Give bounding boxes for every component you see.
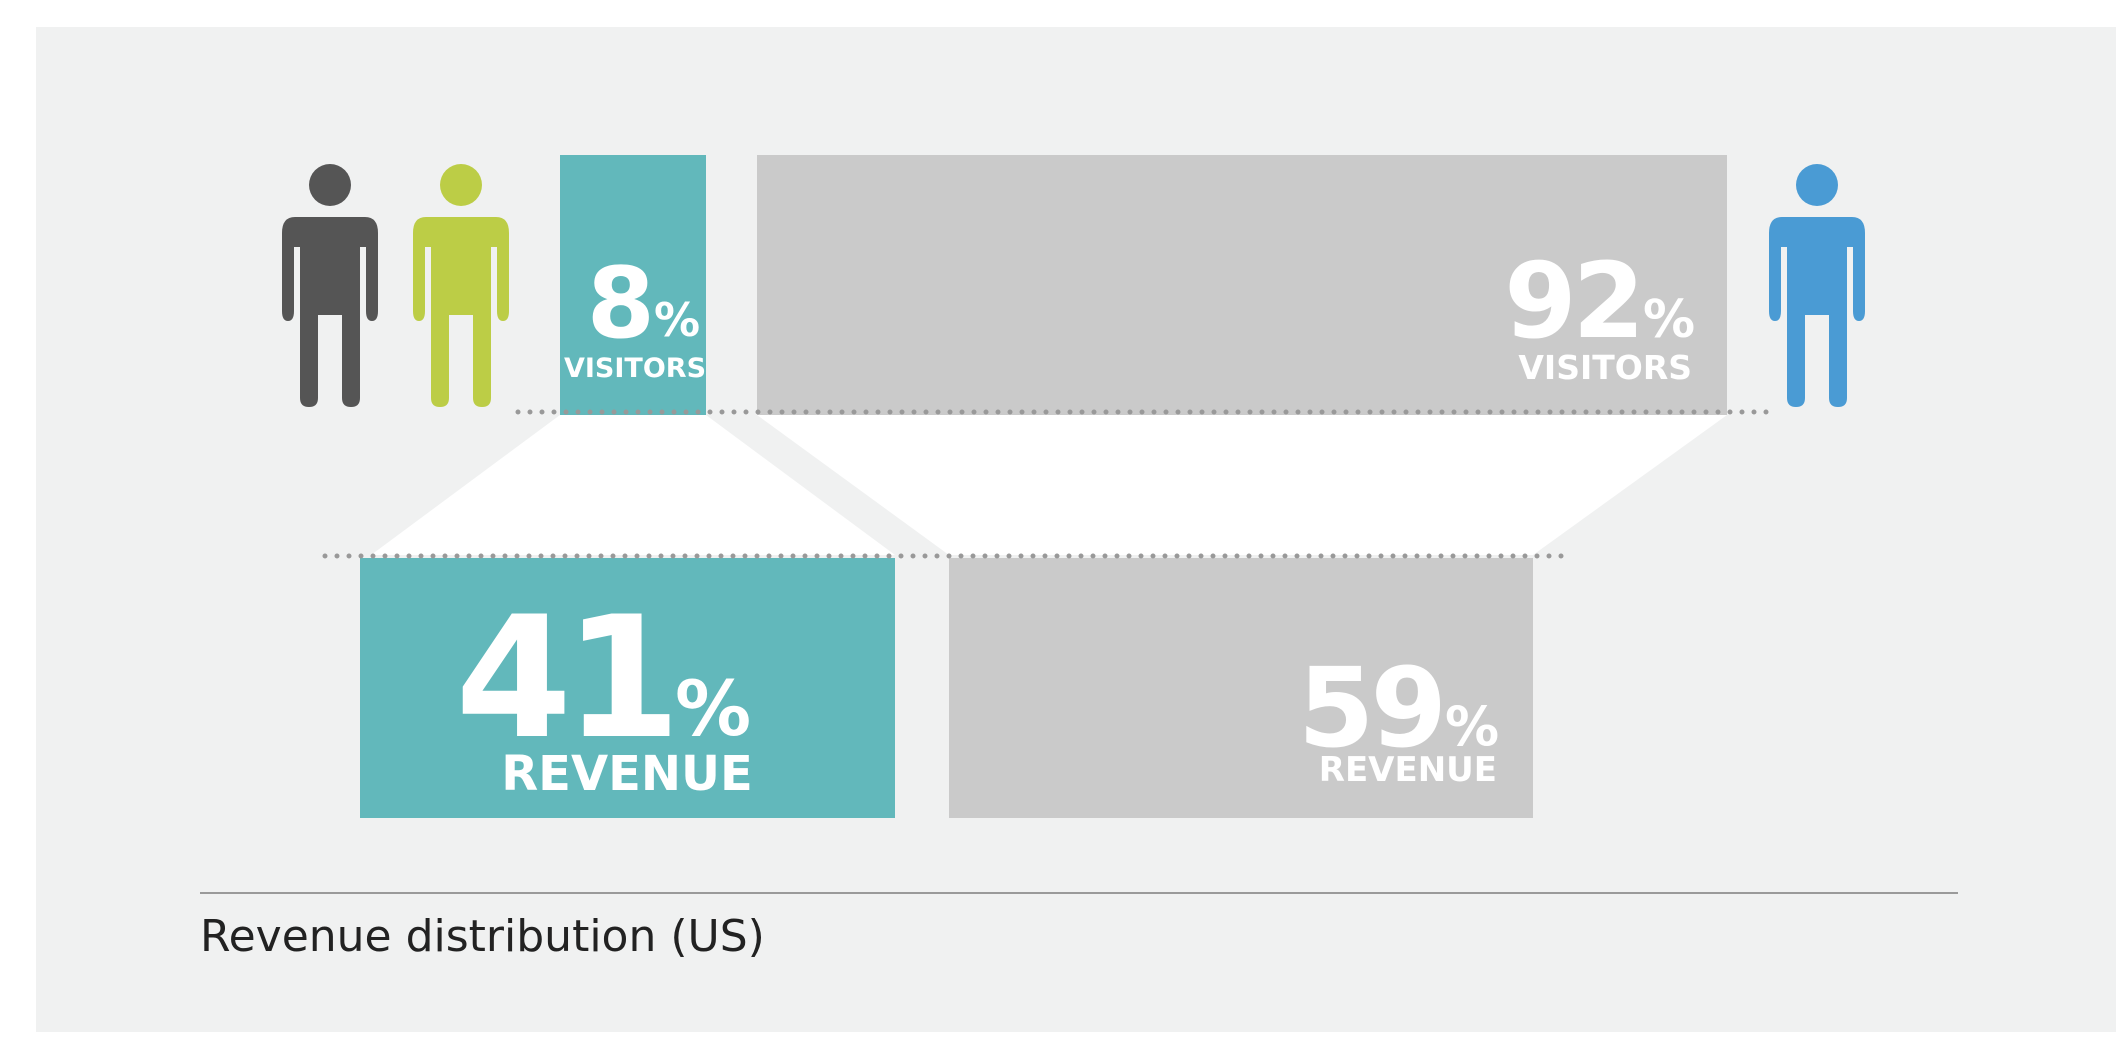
label-visitors-highlight-caption: VISITORS <box>564 353 706 384</box>
label-visitors-rest-value: 92 <box>1504 240 1641 362</box>
bar-visitors-rest <box>757 155 1727 415</box>
chart-caption: Revenue distribution (US) <box>200 911 765 962</box>
person-icon <box>282 164 378 407</box>
label-revenue-rest-percent: % <box>1445 695 1499 758</box>
label-revenue-rest-caption: REVENUE <box>1319 750 1497 790</box>
label-visitors-rest-caption: VISITORS <box>1518 348 1692 387</box>
bar-visitors-highlight <box>560 155 706 415</box>
label-visitors-highlight-value: 8 <box>587 247 652 361</box>
person-icon <box>1769 164 1865 407</box>
connector-rest <box>757 415 1727 555</box>
bar-revenue-highlight <box>360 558 895 818</box>
label-revenue-highlight-caption: REVENUE <box>501 746 753 802</box>
bar-revenue-rest <box>949 558 1533 818</box>
person-icon <box>413 164 509 407</box>
label-visitors-rest-percent: % <box>1643 290 1695 350</box>
label-revenue-highlight-value: 41 <box>455 580 673 776</box>
label-revenue-rest-value: 59 <box>1298 644 1443 772</box>
label-visitors-highlight-percent: % <box>654 293 700 347</box>
connector-highlight <box>371 415 895 555</box>
label-revenue-highlight-percent: % <box>675 664 751 753</box>
